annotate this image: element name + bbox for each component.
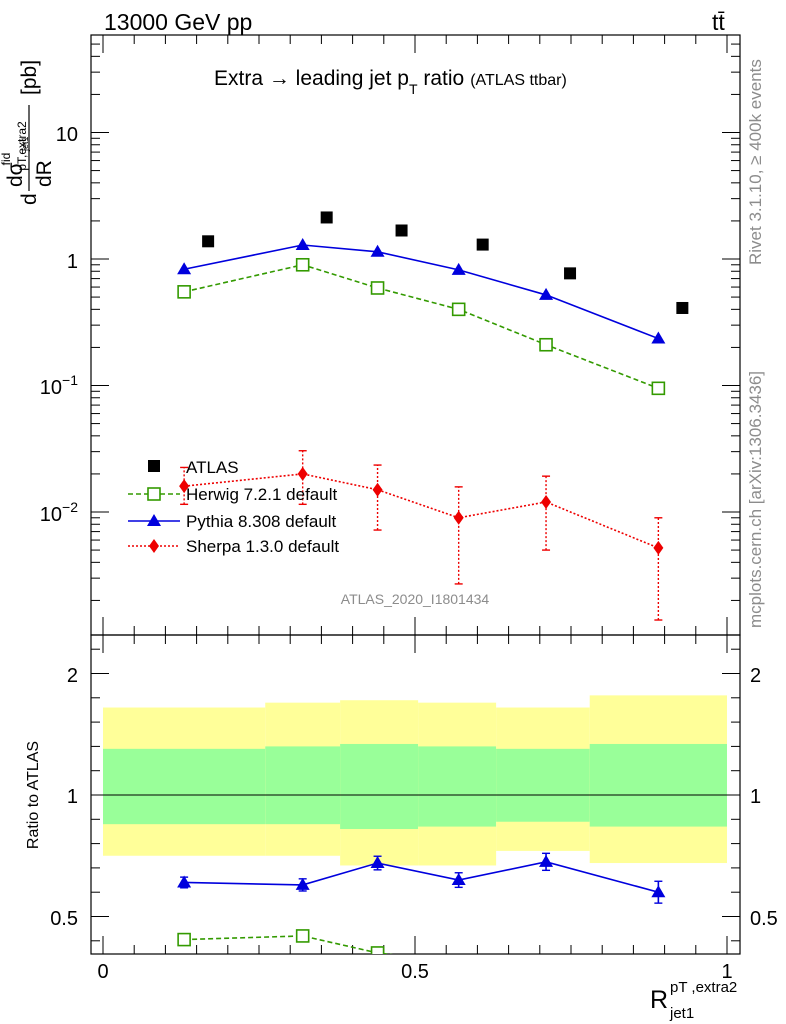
svg-text:pT ,extra2: pT ,extra2 xyxy=(670,979,737,996)
sherpa-point xyxy=(541,494,552,509)
pythia-point xyxy=(177,262,192,275)
atlas-point xyxy=(564,267,577,280)
svg-text:dR: dR xyxy=(33,160,56,187)
svg-text:[pb]: [pb] xyxy=(18,60,41,95)
legend: ATLAS Herwig 7.2.1 default Pythia 8.308 … xyxy=(128,458,339,556)
svg-text:R: R xyxy=(650,986,668,1014)
herwig-ratio-point xyxy=(177,932,191,947)
xtick-label-0: 0 xyxy=(97,961,108,983)
legend-pythia-marker xyxy=(147,514,161,526)
main-axis-ticks xyxy=(91,35,740,635)
herwig-ratio-point xyxy=(453,957,465,969)
herwig-ratio-point xyxy=(370,946,385,954)
pythia-ratio-point xyxy=(651,885,666,898)
svg-text:d: d xyxy=(18,193,41,205)
svg-text:jet1: jet1 xyxy=(20,136,30,152)
sherpa-point xyxy=(453,510,464,525)
mcplots-label: mcplots.cern.ch [arXiv:1306.3436] xyxy=(746,371,765,628)
atlas-point xyxy=(476,238,489,251)
ratio-y-axis-label: Ratio to ATLAS xyxy=(25,741,42,849)
legend-herwig-marker xyxy=(147,487,161,501)
ratio-ytick-right-2: 2 xyxy=(750,665,761,687)
herwig-ratio-line xyxy=(184,935,394,954)
legend-pythia-label: Pythia 8.308 default xyxy=(186,512,337,531)
sherpa-point xyxy=(297,466,308,481)
pythia-point xyxy=(651,331,666,344)
band-inner-segment xyxy=(496,748,590,822)
sherpa-point xyxy=(179,479,190,494)
main-y-axis-label: d dσfid pT,extra2 dR jet1 [pb] xyxy=(0,60,56,205)
header-process: tt̄ xyxy=(712,9,725,35)
xtick-label-1: 1 xyxy=(721,961,732,983)
herwig-ratio-point xyxy=(295,929,310,943)
band-inner-segment xyxy=(103,748,266,825)
herwig-ratio-group xyxy=(177,929,552,978)
herwig-line xyxy=(183,263,659,390)
herwig-point xyxy=(295,257,310,272)
svg-text:jet1: jet1 xyxy=(669,1005,694,1022)
band-inner-segment xyxy=(589,743,727,827)
header-energy: 13000 GeV pp xyxy=(104,9,252,35)
atlas-point xyxy=(676,301,689,314)
ytick-label-1: 1 xyxy=(67,251,78,273)
analysis-watermark: ATLAS_2020_I1801434 xyxy=(341,591,490,607)
legend-herwig-label: Herwig 7.2.1 default xyxy=(186,485,337,504)
pythia-ratio-point xyxy=(370,856,385,869)
main-data-layer xyxy=(177,211,689,621)
band-inner-segment xyxy=(340,743,419,830)
pythia-point xyxy=(539,287,554,300)
ratio-ytick-left-0.5: 0.5 xyxy=(50,908,78,930)
plot-title: Extra → leading jet pT ratio (ATLAS ttbar… xyxy=(214,67,567,97)
ytick-label-10: 10 xyxy=(56,124,78,146)
sherpa-point xyxy=(372,482,383,497)
pythia-ratio-point xyxy=(177,875,192,888)
pythia-ratio-point xyxy=(451,873,466,886)
atlas-point xyxy=(202,235,215,248)
band-inner-segment xyxy=(265,746,341,825)
pythia-ratio-line xyxy=(184,861,659,893)
herwig-point xyxy=(177,285,191,299)
ratio-ytick-right-1: 1 xyxy=(750,786,761,808)
rivet-version-label: Rivet 3.1.10, ≥ 400k events xyxy=(746,59,765,265)
ytick-label-0.1: 10−1 xyxy=(40,372,78,399)
pythia-line xyxy=(183,244,659,340)
ratio-ytick-left-1: 1 xyxy=(67,786,78,808)
xtick-label-0.5: 0.5 xyxy=(401,961,429,983)
legend-atlas-label: ATLAS xyxy=(186,458,239,477)
herwig-ratio-point xyxy=(540,966,552,978)
atlas-point xyxy=(320,211,333,224)
ytick-label-0.01: 10−2 xyxy=(40,499,78,526)
x-axis-label: R pT ,extra2 jet1 xyxy=(650,979,737,1022)
legend-sherpa-marker xyxy=(149,539,159,553)
sherpa-point xyxy=(653,540,664,555)
herwig-point xyxy=(451,302,466,317)
ratio-ytick-right-0.5: 0.5 xyxy=(750,908,778,930)
legend-atlas-marker xyxy=(148,460,160,472)
atlas-point xyxy=(395,224,408,237)
legend-sherpa-label: Sherpa 1.3.0 default xyxy=(186,537,339,556)
pythia-point xyxy=(451,262,466,275)
pythia-ratio-point xyxy=(295,877,310,890)
herwig-point xyxy=(651,381,666,396)
pythia-ratio-point xyxy=(539,854,554,867)
herwig-point xyxy=(539,337,553,352)
pythia-point xyxy=(370,244,385,257)
ratio-data-layer xyxy=(177,852,666,978)
ratio-uncertainty-bands xyxy=(103,695,727,866)
herwig-point xyxy=(370,281,385,295)
band-inner-segment xyxy=(418,746,497,827)
ratio-ytick-left-2: 2 xyxy=(67,665,78,687)
pythia-point xyxy=(295,238,310,251)
